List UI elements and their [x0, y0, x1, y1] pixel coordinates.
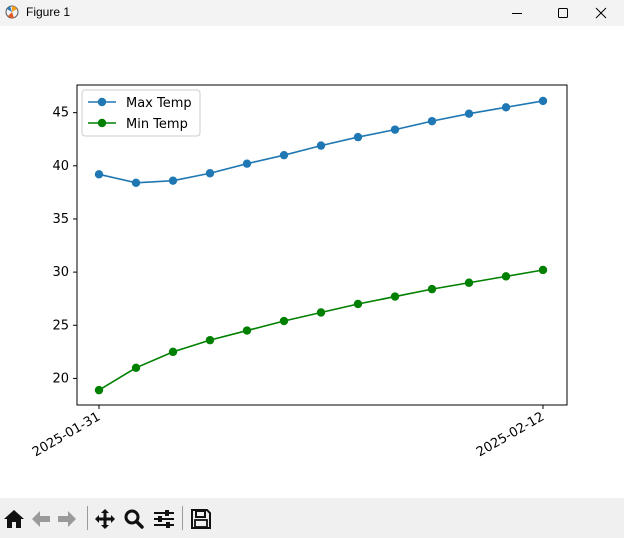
- save-button[interactable]: [189, 508, 213, 530]
- window-title: Figure 1: [26, 5, 71, 19]
- data-point: [464, 278, 474, 287]
- save-icon: [191, 509, 211, 529]
- back-arrow-icon: [32, 511, 50, 527]
- configure-subplots-icon: [154, 510, 174, 528]
- data-point: [501, 103, 511, 112]
- x-tick-label: 2025-02-12: [474, 409, 547, 460]
- data-point: [353, 299, 363, 309]
- close-button[interactable]: [578, 0, 624, 26]
- minimize-icon: [512, 13, 522, 14]
- data-point: [279, 316, 289, 326]
- toolbar-separator: [182, 506, 183, 530]
- data-point: [168, 347, 178, 357]
- data-point: [390, 125, 400, 134]
- data-point: [316, 308, 326, 317]
- forward-button[interactable]: [55, 508, 79, 530]
- figure-canvas: 20 25 30 35 40 45 2025-01-31 2025-02-12 Max Temp…: [0, 26, 624, 498]
- legend-label: Max Temp: [126, 96, 192, 111]
- data-point: [131, 363, 141, 372]
- title-bar: Figure 1: [0, 0, 624, 26]
- pan-button[interactable]: [93, 508, 117, 530]
- data-point: [464, 109, 474, 118]
- data-point: [538, 96, 548, 106]
- data-point: [94, 385, 104, 395]
- y-tick-label: 20: [52, 371, 69, 386]
- pan-icon: [95, 509, 115, 529]
- data-point: [427, 284, 437, 294]
- legend-marker: [97, 118, 107, 128]
- home-icon: [4, 510, 24, 528]
- data-point: [427, 116, 437, 126]
- data-point: [94, 170, 104, 179]
- data-point: [353, 132, 363, 142]
- legend-marker: [97, 97, 107, 107]
- close-icon: [595, 7, 607, 19]
- y-tick-label: 30: [52, 265, 69, 280]
- data-point: [205, 169, 215, 178]
- configure-subplots-button[interactable]: [152, 508, 176, 530]
- toolbar-separator: [87, 506, 88, 530]
- line-chart: 20 25 30 35 40 45 2025-01-31 2025-02-12 Max Temp…: [30, 84, 568, 460]
- data-point: [168, 176, 178, 185]
- back-button[interactable]: [29, 508, 53, 530]
- home-button[interactable]: [2, 508, 26, 530]
- y-tick-label: 40: [52, 159, 69, 174]
- y-tick-label: 35: [52, 212, 69, 227]
- y-tick-label: 45: [52, 106, 69, 121]
- maximize-icon: [558, 8, 568, 18]
- zoom-icon: [124, 509, 144, 529]
- y-tick-label: 25: [52, 318, 69, 333]
- data-point: [316, 141, 326, 150]
- data-point: [242, 326, 252, 335]
- matplotlib-app-icon: [5, 5, 19, 19]
- minimize-button[interactable]: [494, 0, 540, 26]
- legend-label: Min Temp: [126, 117, 188, 132]
- data-point: [279, 150, 289, 160]
- data-point: [205, 335, 215, 345]
- legend: Max Temp Min Temp: [81, 89, 201, 137]
- zoom-button[interactable]: [122, 508, 146, 530]
- axes-frame: [76, 84, 568, 406]
- forward-arrow-icon: [58, 511, 76, 527]
- navigation-toolbar: [0, 498, 624, 538]
- data-point: [131, 178, 141, 188]
- data-point: [390, 292, 400, 301]
- maximize-button[interactable]: [540, 0, 586, 26]
- data-point: [538, 265, 548, 275]
- data-point: [242, 159, 252, 168]
- x-tick-label: 2025-01-31: [30, 409, 103, 460]
- data-point: [501, 272, 511, 281]
